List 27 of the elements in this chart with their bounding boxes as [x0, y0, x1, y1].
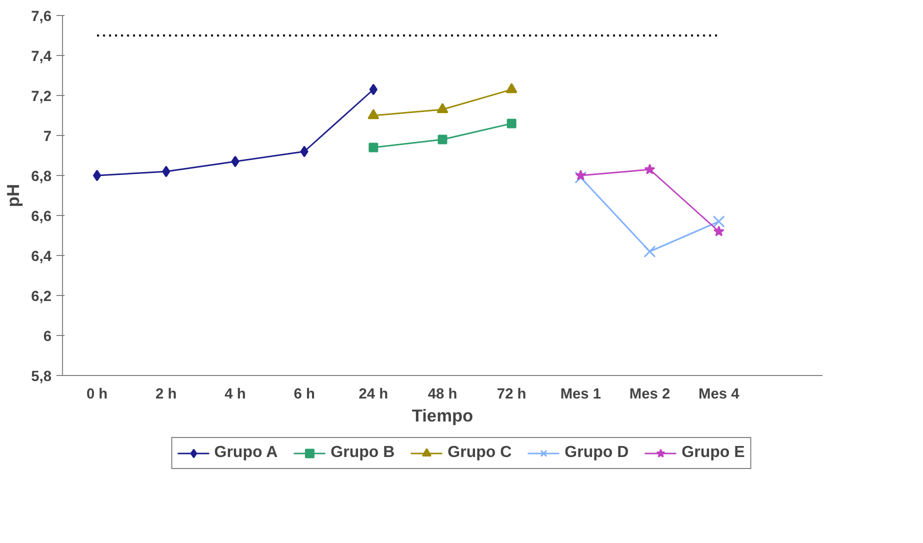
x-tick-label: 72 h	[496, 386, 526, 402]
x-tick-label: Mes 2	[629, 386, 670, 402]
legend-label: Grupo D	[564, 444, 629, 462]
legend-label: Grupo B	[330, 444, 395, 462]
y-tick-label: 6,6	[31, 209, 52, 225]
legend-label: Grupo A	[214, 444, 278, 462]
x-tick-label: 24 h	[358, 386, 388, 402]
y-tick-label: 6	[43, 329, 52, 345]
y-tick-label: 5,8	[31, 369, 52, 385]
y-tick-label: 6,8	[31, 169, 52, 185]
x-axis-title: Tiempo	[412, 406, 474, 426]
legend-label: Grupo C	[448, 444, 512, 462]
x-tick-label: 4 h	[224, 386, 246, 402]
x-tick-label: Mes 4	[698, 386, 740, 402]
y-tick-label: 7	[43, 129, 52, 145]
x-tick-label: 6 h	[294, 386, 315, 402]
y-tick-label: 6,4	[31, 249, 52, 265]
x-tick-label: 48 h	[428, 386, 458, 402]
y-tick-label: 7,4	[31, 49, 52, 65]
x-tick-label: Mes 1	[560, 386, 602, 402]
x-tick-label: 0 h	[86, 386, 108, 402]
y-tick-label: 7,6	[31, 9, 52, 25]
y-tick-label: 7,2	[31, 89, 52, 105]
y-axis-title: pH	[3, 184, 24, 208]
x-tick-label: 2 h	[156, 386, 177, 402]
legend-label: Grupo E	[682, 444, 745, 462]
y-tick-label: 6,2	[31, 289, 52, 305]
